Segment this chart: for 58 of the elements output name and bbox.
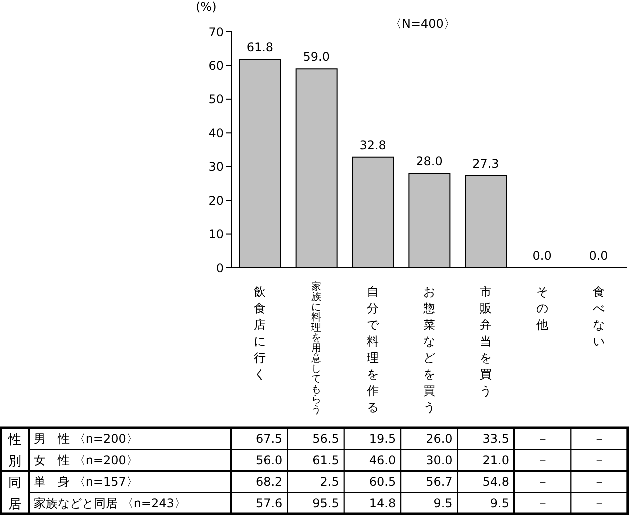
y-tick-label: 30 (208, 160, 224, 174)
y-tick-label: 男 性 〈n=200〉 (34, 432, 138, 446)
data-label: 14.8 (369, 496, 396, 510)
data-label: 68.2 (256, 474, 283, 489)
y-tick-label: 20 (208, 194, 224, 208)
data-label: 33.5 (482, 432, 510, 446)
y-tick-label: 70 (208, 25, 224, 40)
y-tick-label: 0 (216, 261, 224, 276)
text: － (594, 474, 606, 489)
data-label: 27.3 (472, 156, 500, 171)
x-tick-label: お惣菜などを買う (422, 285, 436, 414)
x-tick-label: その他 (536, 285, 548, 332)
y-axis-title: (%) (196, 0, 217, 14)
x-tick-label: 市販弁当を買う (480, 285, 492, 398)
data-label: 46.0 (369, 453, 396, 468)
data-label: 61.5 (312, 453, 340, 468)
data-label: 2.5 (320, 474, 340, 489)
text: － (594, 432, 606, 446)
data-label: 19.5 (369, 432, 396, 446)
data-label: 95.5 (312, 496, 340, 510)
y-tick-label: 10 (208, 228, 224, 242)
data-label: 67.5 (256, 432, 283, 446)
text: － (536, 432, 549, 446)
data-label: 32.8 (360, 138, 386, 152)
text: 〈N=400〉 (390, 16, 456, 33)
text: 同居 (8, 476, 22, 512)
data-label: 56.5 (312, 432, 340, 446)
y-tick-label: 女 性 〈n=200〉 (34, 453, 138, 468)
text: － (594, 496, 606, 510)
data-label: 28.0 (416, 154, 443, 169)
text: － (594, 453, 606, 468)
text: 性別 (8, 432, 22, 470)
text: － (536, 474, 549, 489)
text: － (536, 496, 549, 510)
y-tick-label: 50 (208, 92, 224, 107)
x-tick-label: 食べない (592, 285, 605, 348)
data-label: 26.0 (426, 432, 453, 446)
data-label: 0.0 (589, 249, 608, 263)
x-tick-label: 自分で料理を作る (366, 285, 380, 414)
y-tick-label: 40 (208, 126, 224, 140)
category-label: 家族に料理を用意してもらう (312, 282, 322, 416)
data-label: 9.5 (434, 496, 453, 510)
data-label: 21.0 (482, 453, 510, 468)
data-label: 60.5 (369, 474, 396, 489)
y-tick-label: 60 (208, 58, 224, 73)
x-tick-label: 飲食店に行く (254, 285, 266, 382)
data-label: 59.0 (303, 50, 330, 64)
data-label: 56.7 (426, 474, 453, 489)
y-tick-label: 単 身 〈n=157〉 (34, 474, 138, 489)
text: － (536, 453, 549, 468)
data-label: 30.0 (426, 453, 453, 468)
data-label: 0.0 (532, 249, 552, 263)
data-label: 61.8 (246, 40, 274, 55)
data-label: 56.0 (256, 453, 283, 468)
data-label: 54.8 (482, 474, 510, 489)
data-label: 9.5 (490, 496, 510, 510)
data-label: 57.6 (256, 496, 283, 510)
y-tick-label: 家族などと同居 〈n=243〉 (34, 496, 186, 510)
